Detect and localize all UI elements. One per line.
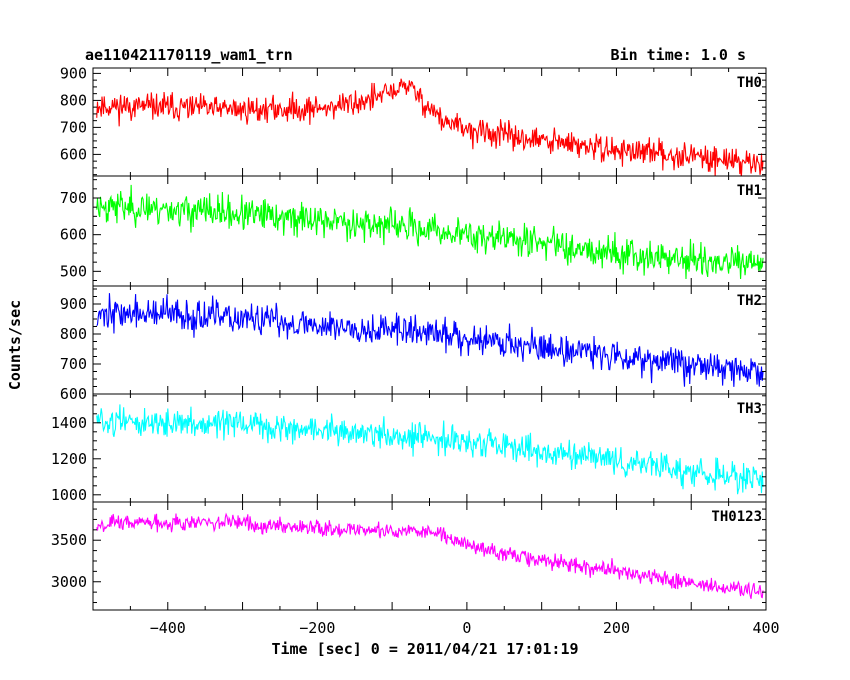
- x-tick-label: 400: [752, 619, 779, 637]
- series-line-th3: [96, 404, 764, 495]
- panel-name-label: TH1: [737, 183, 762, 199]
- y-tick-label: 1000: [51, 486, 87, 504]
- panel-name-label: TH2: [737, 293, 762, 309]
- panel-th0123: 3000 3500 TH0123: [51, 501, 767, 611]
- panel-th1: 500 600 700 TH1: [60, 175, 767, 287]
- y-tick-label: 1200: [51, 450, 87, 468]
- panel-frame: [92, 67, 767, 177]
- y-tick-label: 900: [60, 295, 87, 313]
- y-tick-label: 3500: [51, 531, 87, 549]
- panel-frame: [92, 393, 767, 503]
- y-tick-label: 700: [60, 355, 87, 373]
- panel-th3: 1000 1200 1400 TH3: [51, 393, 767, 504]
- y-tick-label: 600: [60, 145, 87, 163]
- series-line-th0: [96, 78, 764, 176]
- series-line-th1: [96, 184, 764, 280]
- y-tick-label: 800: [60, 91, 87, 109]
- y-tick-label: 800: [60, 325, 87, 343]
- y-tick-label: 600: [60, 226, 87, 244]
- x-tick-label: −200: [299, 619, 335, 637]
- y-tick-label: 3000: [51, 573, 87, 591]
- panel-name-label: TH0: [737, 75, 762, 91]
- y-tick-label: 500: [60, 262, 87, 280]
- panel-frame: [92, 501, 767, 611]
- panels-group: 600 700 800 900 TH0 500 600 700 TH1 600 700 800 900 T…: [51, 64, 780, 637]
- y-tick-label: 1400: [51, 414, 87, 432]
- x-tick-label: 0: [462, 619, 471, 637]
- x-axis-label: Time [sec] 0 = 2011/04/21 17:01:19: [271, 640, 578, 658]
- y-tick-label: 900: [60, 64, 87, 82]
- series-line-th2: [96, 293, 764, 387]
- x-tick-label: 200: [603, 619, 630, 637]
- series-line-th0123: [96, 512, 764, 600]
- y-tick-label: 700: [60, 118, 87, 136]
- panel-name-label: TH3: [737, 401, 762, 417]
- panel-frame: [92, 285, 767, 395]
- chart-subtitle: Bin time: 1.0 s: [611, 46, 746, 64]
- panel-name-label: TH0123: [711, 509, 762, 525]
- panel-th2: 600 700 800 900 TH2: [60, 285, 767, 403]
- y-tick-label: 700: [60, 189, 87, 207]
- y-axis-label: Counts/sec: [6, 300, 24, 390]
- y-tick-label: 600: [60, 385, 87, 403]
- x-tick-label: −400: [150, 619, 186, 637]
- chart-title: ae110421170119_wam1_trn: [85, 46, 293, 64]
- panel-th0: 600 700 800 900 TH0: [60, 64, 767, 177]
